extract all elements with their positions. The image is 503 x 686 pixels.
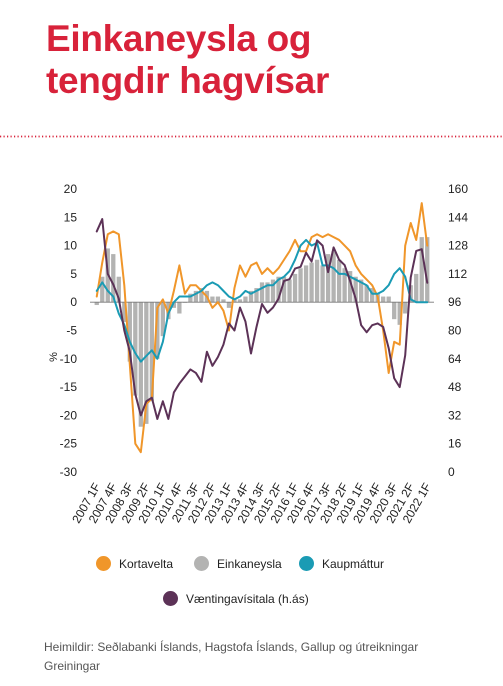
bar-einkaneysla (381, 296, 386, 303)
combo-chart: 20151050-5-10-15-20-25-30160144128112968… (48, 182, 468, 526)
bar-einkaneysla (397, 302, 402, 325)
y-left-tick-label: 10 (64, 239, 78, 253)
y-right-tick-label: 0 (448, 465, 455, 479)
legend-label-kaupmattur: Kaupmáttur (322, 556, 385, 571)
legend-item-kortavelta: Kortavelta (96, 556, 173, 571)
legend-swatch-vaentingavisitala (163, 591, 178, 606)
bar-einkaneysla (100, 276, 105, 303)
bar-einkaneysla (94, 302, 99, 306)
y-right-tick-label: 112 (448, 267, 467, 281)
bar-einkaneysla (144, 302, 149, 424)
bar-einkaneysla (221, 299, 226, 303)
legend-item-kaupmattur: Kaupmáttur (299, 556, 384, 571)
bar-einkaneysla (403, 302, 408, 314)
legend-label-vaentingavisitala: Væntingavísitala (h.ás) (186, 591, 309, 606)
legend-swatch-kaupmattur (299, 556, 314, 571)
bar-einkaneysla (347, 271, 353, 303)
bar-einkaneysla (331, 251, 336, 303)
y-right-tick-label: 48 (448, 380, 462, 394)
y-left-tick-label: 20 (64, 182, 78, 196)
bar-einkaneysla (138, 302, 143, 427)
bar-einkaneysla (199, 288, 204, 303)
bar-einkaneysla (353, 276, 358, 303)
y-left-tick-label: 0 (70, 295, 77, 309)
bar-einkaneysla (364, 285, 369, 303)
legend-label-einkaneysla: Einkaneysla (217, 556, 282, 571)
legend-swatch-kortavelta (96, 556, 111, 571)
bar-einkaneysla (358, 279, 364, 303)
bar-einkaneysla (425, 237, 430, 303)
bar-einkaneysla (370, 288, 375, 303)
bar-einkaneysla (116, 276, 121, 303)
chart-title-line-2: tengdir hagvísar (46, 60, 330, 101)
bar-einkaneysla (270, 279, 276, 303)
y-left-tick-label: -15 (60, 380, 78, 394)
y-right-tick-label: 128 (448, 239, 468, 253)
bar-einkaneysla (226, 302, 232, 308)
y-left-axis-label: % (48, 352, 60, 362)
line-vaentingavisitala (95, 218, 429, 420)
y-right-tick-label: 32 (448, 408, 462, 422)
bar-einkaneysla (259, 282, 265, 303)
bar-einkaneysla (298, 268, 303, 303)
legend-item-vaentingavisitala: Væntingavísitala (h.ás) (163, 591, 309, 606)
bar-einkaneysla (419, 237, 424, 303)
bar-einkaneysla (309, 262, 314, 303)
bar-einkaneysla (237, 299, 243, 303)
bar-einkaneysla (408, 285, 413, 303)
y-left-tick-label: -5 (66, 324, 77, 338)
bar-einkaneysla (133, 302, 138, 396)
y-right-tick-label: 144 (448, 210, 468, 224)
y-left-tick-label: -10 (60, 352, 78, 366)
bar-einkaneysla (155, 302, 160, 359)
y-right-tick-label: 160 (448, 182, 468, 196)
bar-einkaneysla (281, 276, 287, 303)
bar-einkaneysla (160, 302, 166, 337)
bar-einkaneysla (414, 273, 419, 303)
y-left-tick-label: 5 (70, 267, 77, 281)
bar-einkaneysla (193, 290, 199, 303)
bar-einkaneysla (232, 299, 237, 303)
bar-einkaneysla (292, 273, 298, 303)
bar-einkaneysla (254, 288, 259, 303)
y-left-tick-label: -30 (60, 465, 78, 479)
bar-einkaneysla (243, 296, 248, 303)
y-left-tick-label: -25 (60, 437, 78, 451)
y-right-tick-label: 80 (448, 324, 462, 338)
legend-item-einkaneysla: Einkaneysla (194, 556, 282, 571)
bar-einkaneysla (276, 276, 281, 303)
bar-einkaneysla (314, 259, 320, 303)
bar-einkaneysla (392, 302, 397, 320)
bar-einkaneysla (111, 254, 116, 303)
bar-einkaneysla (122, 302, 127, 323)
bar-einkaneysla (171, 302, 177, 308)
y-left-tick-label: -20 (60, 408, 78, 422)
bar-einkaneysla (303, 265, 309, 303)
legend-swatch-einkaneysla (194, 556, 209, 571)
bar-einkaneysla (248, 290, 254, 303)
bar-einkaneysla (320, 265, 325, 303)
bar-einkaneysla (215, 296, 221, 303)
y-right-tick-label: 96 (448, 295, 462, 309)
bar-einkaneysla (342, 268, 347, 303)
bar-einkaneysla (177, 302, 182, 314)
bar-einkaneysla (127, 302, 132, 362)
bar-einkaneysla (325, 254, 331, 303)
bar-einkaneysla (386, 296, 391, 303)
bar-einkaneysla (265, 282, 270, 303)
legend-label-kortavelta: Kortavelta (119, 556, 174, 571)
line-kaupmattur (95, 238, 429, 363)
bar-einkaneysla (287, 279, 292, 303)
bar-einkaneysla (210, 296, 215, 303)
bar-einkaneysla (336, 259, 342, 303)
chart-title: Einkaneysla og tengdir hagvísar (46, 18, 329, 102)
source-note: Heimildir: Seðlabanki Íslands, Hagstofa … (44, 640, 419, 673)
y-left-tick-label: 15 (64, 210, 78, 224)
y-right-tick-label: 16 (448, 437, 462, 451)
bar-einkaneysla (188, 293, 193, 303)
chart-title-line-1: Einkaneysla og (46, 18, 312, 59)
y-right-tick-label: 64 (448, 352, 462, 366)
